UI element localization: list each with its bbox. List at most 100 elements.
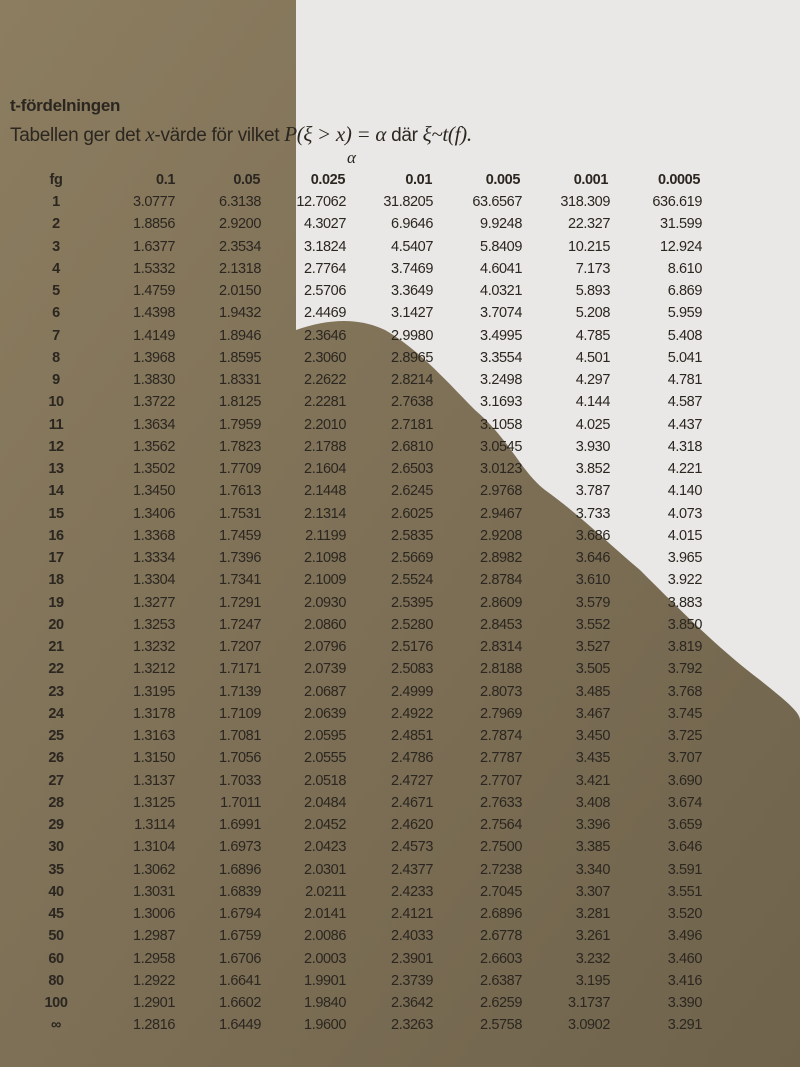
table-cell: 4.015 — [667, 527, 703, 544]
table-cell: 2.7787 — [480, 750, 522, 767]
table-cell: 1.9840 — [304, 995, 346, 1011]
table-cell: 3.0777 — [133, 194, 175, 210]
table-cell: 5.893 — [575, 283, 611, 299]
table-cell: 4.5407 — [391, 238, 433, 255]
table-cell: 3.467 — [575, 705, 611, 722]
table-cell: 3.930 — [575, 438, 611, 455]
table-row: 17 1.3334 1.7396 2.1098 2.5669 2.8982 3.646 3.9… — [0, 550, 800, 572]
table-cell: 2.5280 — [391, 616, 433, 633]
table-cell: 2.6387 — [480, 972, 522, 989]
table-row: 26 1.3150 1.7056 2.0555 2.4786 2.7787 3.435 3.7… — [0, 750, 800, 772]
table-cell: 3.505 — [575, 661, 611, 678]
table-cell: 2.7764 — [304, 260, 346, 277]
table-cell: 1.3163 — [133, 728, 175, 744]
table-cell: 3.3649 — [391, 283, 433, 299]
table-cell: 1.2922 — [133, 972, 175, 989]
table-cell: 1.2987 — [133, 928, 175, 945]
distribution-formula: ξ~t(f). — [422, 122, 472, 146]
table-cell: 1.9600 — [304, 1017, 346, 1034]
table-cell: 1.3406 — [133, 505, 175, 522]
table-row: 23 1.3195 1.7139 2.0687 2.4999 2.8073 3.485 3.7… — [0, 684, 800, 706]
table-cell: 4.144 — [575, 394, 611, 411]
table-cell: 3.852 — [575, 461, 611, 477]
table-cell: 2.6810 — [391, 438, 433, 455]
table-cell: 2.1788 — [304, 438, 346, 455]
table-cell: 1.6449 — [219, 1017, 261, 1034]
table-cell: 2.4377 — [391, 861, 433, 878]
table-cell: 1.3062 — [133, 861, 175, 878]
table-cell: 5.408 — [667, 327, 703, 344]
table-cell: 3.416 — [667, 972, 703, 989]
table-cell: 3.646 — [575, 550, 611, 566]
table-cell: 2.4033 — [391, 928, 433, 945]
table-cell: 636.619 — [652, 194, 702, 210]
table-cell: 3.7074 — [480, 305, 522, 322]
table-cell: 2.8453 — [480, 616, 522, 633]
table-row: 18 1.3304 1.7341 2.1009 2.5524 2.8784 3.610 3.9… — [0, 572, 800, 594]
table-cell: 1.3277 — [133, 594, 175, 611]
table-cell: 3.646 — [667, 839, 703, 856]
column-header: 0.01 — [405, 172, 432, 188]
table-cell: 3.1824 — [304, 238, 346, 255]
table-cell: 3.435 — [575, 750, 611, 767]
table-row: 6 1.4398 1.9432 2.4469 3.1427 3.7074 5.208 5.95… — [0, 305, 800, 327]
table-cell: 2.8784 — [480, 572, 522, 589]
table-cell: 2.5669 — [391, 550, 433, 566]
table-row: 1 3.0777 6.3138 12.7062 31.8205 63.6567 318.30… — [0, 194, 800, 216]
table-cell: 2.8965 — [391, 349, 433, 366]
degrees-of-freedom-cell: 8 — [52, 349, 60, 366]
table-cell: 1.4398 — [133, 305, 175, 322]
table-row: 100 1.2901 1.6602 1.9840 2.3642 2.6259 3.1737 3… — [0, 995, 800, 1017]
degrees-of-freedom-cell: 22 — [48, 661, 64, 678]
degrees-of-freedom-cell: 20 — [48, 616, 64, 633]
table-cell: 2.2010 — [304, 416, 346, 433]
table-row: 60 1.2958 1.6706 2.0003 2.3901 2.6603 3.232 3.4… — [0, 951, 800, 973]
table-row: 28 1.3125 1.7011 2.0484 2.4671 2.7633 3.408 3.6… — [0, 795, 800, 817]
table-cell: 5.208 — [575, 305, 611, 322]
table-cell: 2.9208 — [480, 527, 522, 544]
table-cell: 2.0211 — [305, 883, 346, 900]
table-cell: 2.3263 — [391, 1017, 433, 1034]
table-cell: 3.659 — [667, 817, 703, 833]
table-row: 20 1.3253 1.7247 2.0860 2.5280 2.8453 3.552 3.8… — [0, 617, 800, 639]
page-title: t-fördelningen — [10, 96, 121, 115]
table-row: 7 1.4149 1.8946 2.3646 2.9980 3.4995 4.785 5.40… — [0, 328, 800, 350]
table-cell: 3.408 — [575, 794, 611, 811]
degrees-of-freedom-cell: 1 — [52, 194, 60, 210]
table-row: 25 1.3163 1.7081 2.0595 2.4851 2.7874 3.450 3.7… — [0, 728, 800, 750]
table-cell: 1.7341 — [219, 572, 261, 589]
table-cell: 3.819 — [667, 639, 703, 655]
table-cell: 1.6641 — [219, 972, 261, 989]
table-cell: 3.792 — [667, 661, 703, 678]
table-cell: 3.307 — [575, 883, 611, 900]
degrees-of-freedom-cell: 24 — [48, 705, 64, 722]
table-cell: 1.3150 — [133, 750, 175, 767]
degrees-of-freedom-cell: 45 — [48, 906, 64, 922]
column-header: 0.1 — [156, 172, 175, 188]
column-header: 0.005 — [485, 172, 521, 188]
table-cell: 2.5176 — [391, 639, 433, 655]
table-cell: 1.3722 — [133, 394, 175, 411]
table-cell: 2.4573 — [391, 839, 433, 856]
table-cell: 2.3646 — [304, 327, 346, 344]
table-row: 5 1.4759 2.0150 2.5706 3.3649 4.0321 5.893 6.86… — [0, 283, 800, 305]
table-cell: 31.8205 — [383, 194, 433, 210]
table-cell: 3.0545 — [480, 438, 522, 455]
table-cell: 2.7969 — [480, 705, 522, 722]
table-cell: 4.140 — [667, 483, 703, 500]
table-cell: 2.0555 — [304, 750, 346, 767]
description-text: där — [386, 125, 423, 146]
table-cell: 2.6245 — [391, 483, 433, 500]
table-cell: 1.8595 — [219, 349, 261, 366]
column-header: 0.05 — [233, 172, 260, 188]
table-row: 4 1.5332 2.1318 2.7764 3.7469 4.6041 7.173 8.61… — [0, 261, 800, 283]
table-cell: 2.2622 — [304, 372, 346, 388]
table-cell: 6.9646 — [391, 216, 433, 233]
table-cell: 3.0902 — [568, 1017, 610, 1034]
table-cell: 3.0123 — [480, 461, 522, 477]
table-cell: 1.3450 — [133, 483, 175, 500]
table-cell: 3.4995 — [480, 327, 522, 344]
degrees-of-freedom-cell: ∞ — [51, 1017, 61, 1034]
table-cell: 2.7564 — [480, 817, 522, 833]
